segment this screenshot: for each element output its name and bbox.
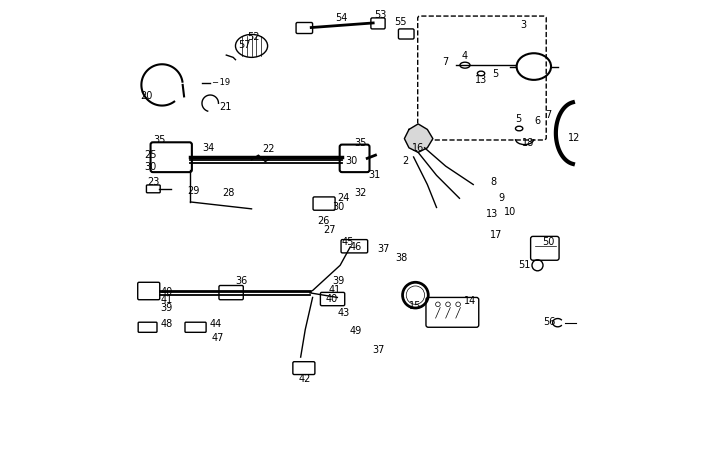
Text: 29: 29 <box>187 186 199 196</box>
Text: 31: 31 <box>368 170 380 180</box>
Polygon shape <box>404 124 433 152</box>
Text: 5: 5 <box>515 114 521 123</box>
Text: 37: 37 <box>373 345 385 354</box>
Text: 6: 6 <box>534 116 541 126</box>
Text: 41: 41 <box>328 285 341 295</box>
Text: 37: 37 <box>378 244 390 253</box>
Text: 3: 3 <box>521 21 527 30</box>
Text: 39: 39 <box>333 276 345 285</box>
Text: 9: 9 <box>499 193 505 203</box>
Text: 34: 34 <box>202 143 214 152</box>
Text: 14: 14 <box>464 297 477 306</box>
Text: 47: 47 <box>212 333 224 342</box>
Text: 32: 32 <box>354 189 366 198</box>
Text: 8: 8 <box>491 177 496 187</box>
Text: 39: 39 <box>160 303 173 313</box>
Text: 40: 40 <box>160 287 173 297</box>
Text: 18: 18 <box>522 138 534 148</box>
Text: 24: 24 <box>337 193 349 203</box>
Text: 22: 22 <box>262 145 274 154</box>
Text: 21: 21 <box>219 102 232 112</box>
Text: 53: 53 <box>374 11 387 20</box>
Text: 13: 13 <box>475 75 487 84</box>
Text: 35: 35 <box>153 135 165 145</box>
Text: 30: 30 <box>145 162 157 172</box>
Text: 57: 57 <box>238 40 251 50</box>
Text: 42: 42 <box>299 375 312 384</box>
Text: 45: 45 <box>342 237 355 246</box>
Text: 38: 38 <box>395 253 408 263</box>
Text: 41: 41 <box>160 295 173 305</box>
Text: 17: 17 <box>490 230 502 240</box>
Text: 36: 36 <box>235 276 247 285</box>
Text: 48: 48 <box>161 319 173 329</box>
Text: 46: 46 <box>349 242 362 252</box>
Text: 4: 4 <box>462 51 468 61</box>
Text: 12: 12 <box>568 134 580 143</box>
Text: 23: 23 <box>147 178 159 187</box>
Text: 44: 44 <box>210 319 222 329</box>
Text: 49: 49 <box>349 326 362 336</box>
Text: 43: 43 <box>337 308 349 318</box>
Text: ─ 19: ─ 19 <box>213 78 231 87</box>
Text: 16: 16 <box>412 143 424 152</box>
Text: 50: 50 <box>542 237 555 246</box>
Text: 35: 35 <box>354 138 366 148</box>
Text: 56: 56 <box>543 317 555 327</box>
Text: 54: 54 <box>335 13 347 22</box>
Text: 51: 51 <box>518 260 530 269</box>
Text: 52: 52 <box>248 33 260 42</box>
Text: 30: 30 <box>333 202 345 212</box>
Text: 27: 27 <box>324 225 336 235</box>
Text: 30: 30 <box>345 157 357 166</box>
Text: 7: 7 <box>443 57 449 67</box>
Text: 40: 40 <box>326 294 338 304</box>
Text: 55: 55 <box>395 17 407 27</box>
Text: 25: 25 <box>145 151 157 160</box>
Text: 2: 2 <box>402 157 408 166</box>
Text: 10: 10 <box>504 207 516 217</box>
Text: 20: 20 <box>140 91 152 101</box>
Text: 13: 13 <box>486 209 498 219</box>
Text: 15: 15 <box>409 301 422 311</box>
Text: 28: 28 <box>223 189 235 198</box>
Text: 26: 26 <box>317 216 330 226</box>
Text: 5: 5 <box>492 69 499 79</box>
Text: 7: 7 <box>545 111 552 120</box>
